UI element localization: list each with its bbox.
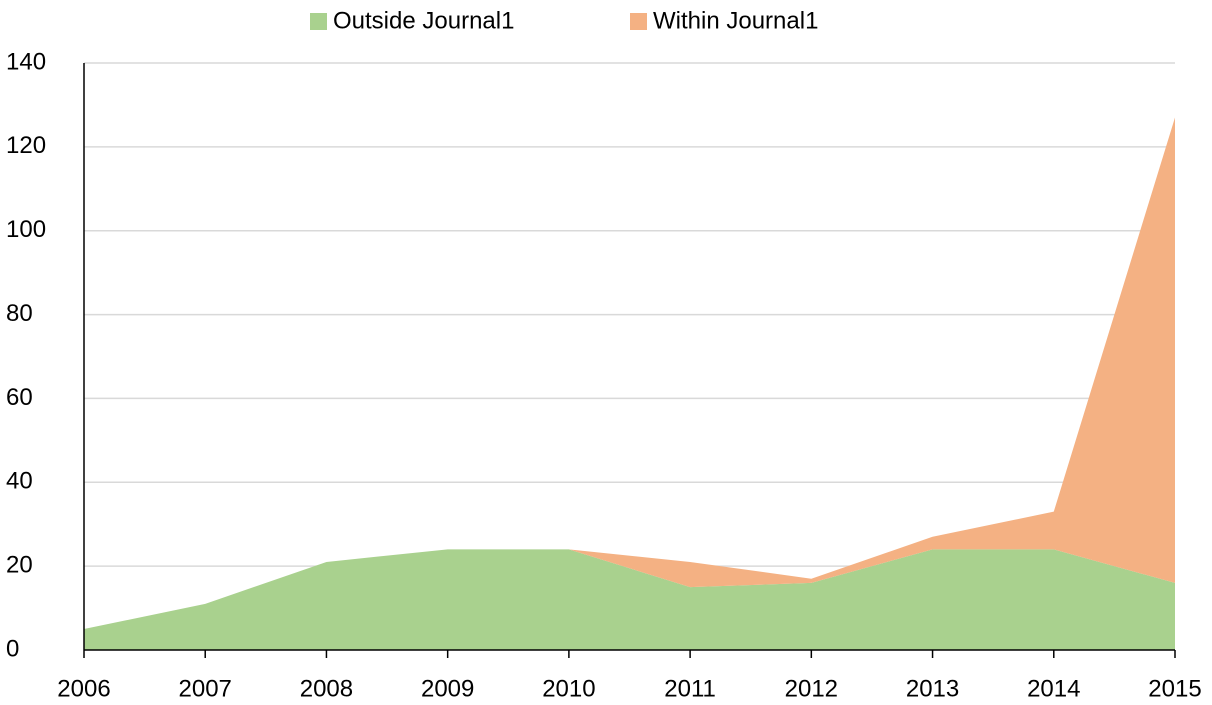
legend-swatch <box>630 13 647 30</box>
y-tick-label: 120 <box>6 132 46 159</box>
y-tick-label: 60 <box>6 384 33 411</box>
y-tick-label: 140 <box>6 48 46 75</box>
x-tick-label: 2006 <box>57 675 110 702</box>
x-tick-label: 2007 <box>179 675 232 702</box>
y-tick-label: 20 <box>6 551 33 578</box>
x-tick-label: 2008 <box>300 675 353 702</box>
y-tick-label: 40 <box>6 468 33 495</box>
x-tick-label: 2013 <box>906 675 959 702</box>
legend-label: Outside Journal1 <box>333 7 514 34</box>
y-tick-label: 100 <box>6 216 46 243</box>
legend-swatch <box>310 13 327 30</box>
legend-label: Within Journal1 <box>653 7 818 34</box>
x-tick-label: 2009 <box>421 675 474 702</box>
x-tick-label: 2010 <box>542 675 595 702</box>
area <box>84 549 1175 650</box>
x-tick-label: 2015 <box>1148 675 1201 702</box>
x-tick-label: 2012 <box>785 675 838 702</box>
y-tick-label: 0 <box>6 635 19 662</box>
y-tick-label: 80 <box>6 300 33 327</box>
x-tick-label: 2014 <box>1027 675 1080 702</box>
x-tick-label: 2011 <box>664 675 716 702</box>
